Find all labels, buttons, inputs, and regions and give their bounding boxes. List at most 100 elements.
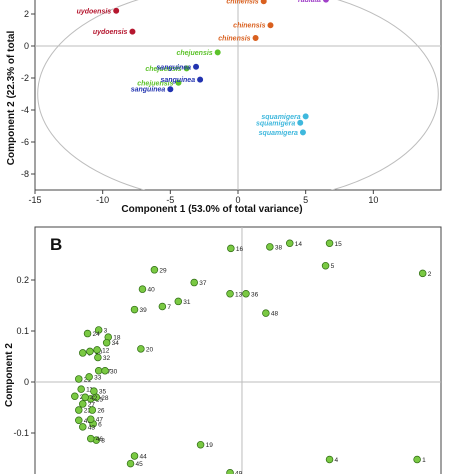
- sample-label: 36: [251, 291, 259, 298]
- point-label: squamigera: [256, 120, 295, 127]
- sample-label: 16: [236, 246, 244, 253]
- point-label: chejuensis: [137, 80, 173, 87]
- sample-point-13: 13: [226, 290, 243, 298]
- sample-marker: [413, 455, 421, 464]
- sample-marker: [130, 305, 139, 314]
- sample-point-15: 15: [325, 239, 343, 248]
- sample-marker: [262, 309, 270, 317]
- sample-marker: [83, 329, 92, 338]
- sample-label: 19: [206, 442, 214, 449]
- sample-label: 13: [235, 291, 243, 298]
- sample-label: 45: [136, 461, 144, 468]
- point-marker: [196, 75, 204, 84]
- sample-marker: [242, 290, 250, 298]
- sample-marker: [174, 297, 183, 306]
- sample-point-18: 18: [104, 333, 121, 342]
- sample-label: 25: [96, 396, 104, 403]
- sample-marker: [94, 353, 102, 362]
- sample-marker: [138, 285, 147, 293]
- point-marker: [166, 85, 174, 93]
- sample-marker: [88, 406, 97, 414]
- data-point-chejuensis: chejuensis: [177, 48, 222, 57]
- sample-point-32: 32: [94, 353, 111, 362]
- sample-point-1: 1: [413, 455, 426, 464]
- data-point-squamigera: squamigera: [256, 119, 304, 127]
- sample-label: 23: [84, 408, 92, 415]
- sample-label: 24: [93, 331, 101, 338]
- point-label: sanguinea: [156, 64, 191, 71]
- point-label: uydoensis: [77, 8, 112, 15]
- point-marker: [174, 79, 183, 87]
- sample-label: 15: [335, 241, 343, 248]
- point-marker: [128, 28, 137, 36]
- sample-marker: [102, 338, 111, 347]
- x-tick-label: -15: [28, 195, 41, 205]
- sample-marker: [196, 440, 205, 449]
- data-point-chejuensis: chejuensis: [137, 79, 183, 87]
- sample-point-24: 24: [83, 329, 101, 338]
- sample-marker: [137, 345, 145, 353]
- sample-label: 37: [199, 280, 207, 287]
- sample-point-7: 7: [158, 302, 171, 311]
- sample-label: 28: [101, 395, 109, 402]
- data-point-radiata: radiata: [298, 0, 330, 4]
- b-y-tick-label: 0: [24, 377, 29, 387]
- y-tick-label: -2: [21, 73, 29, 83]
- sample-label: 18: [113, 335, 121, 342]
- sample-point-35: 35: [90, 387, 107, 396]
- y-tick-label: 0: [24, 41, 29, 51]
- sample-point-27: 27: [79, 400, 95, 408]
- sample-marker: [77, 385, 85, 393]
- sample-marker: [79, 423, 87, 431]
- panel-b: B 0.20.10-0.1123456789101112131415161718…: [4, 226, 442, 474]
- panel-a-y-axis-label: Component 2 (22.3% of total: [6, 31, 17, 166]
- sample-marker: [93, 346, 101, 354]
- panel-b-plot-area: [34, 226, 442, 474]
- sample-marker: [81, 393, 89, 402]
- sample-point-5: 5: [321, 261, 335, 270]
- sample-point-29: 29: [150, 266, 167, 274]
- sample-label: 48: [271, 311, 279, 318]
- point-marker: [296, 119, 304, 127]
- sample-label: 26: [97, 408, 105, 415]
- sample-point-48: 48: [262, 309, 279, 318]
- point-marker: [182, 64, 191, 72]
- b-y-tick-label: 0.1: [16, 326, 29, 336]
- sample-marker: [86, 434, 95, 443]
- sample-marker: [94, 326, 103, 334]
- sample-point-20: 20: [137, 345, 153, 353]
- sample-marker: [325, 239, 334, 248]
- point-label: squamigera: [261, 114, 300, 121]
- point-label: uydoensis: [93, 29, 128, 36]
- sample-label: 11: [86, 387, 93, 394]
- sample-label: 32: [103, 355, 111, 362]
- sample-label: 20: [146, 346, 154, 353]
- data-point-squamigera: squamigera: [259, 128, 307, 137]
- sample-label: 7: [167, 304, 171, 311]
- sample-marker: [130, 452, 139, 460]
- sample-point-47: 47: [86, 415, 104, 424]
- sample-label: 38: [275, 244, 283, 251]
- sample-label: 47: [96, 417, 104, 424]
- sample-marker: [418, 269, 427, 278]
- sample-label: 29: [159, 267, 167, 274]
- sample-marker: [150, 266, 159, 274]
- sample-point-30: 30: [101, 367, 118, 375]
- panel-b-letter: B: [50, 235, 62, 254]
- sample-label: 12: [102, 347, 110, 354]
- point-marker: [192, 63, 200, 71]
- sample-label: 30: [110, 368, 118, 375]
- b-y-tick-label: 0.2: [16, 275, 29, 285]
- sample-point-16: 16: [227, 244, 244, 253]
- data-point-uydoensis: uydoensis: [93, 28, 137, 36]
- y-tick-label: 2: [24, 9, 29, 19]
- data-point-chinensis: chinensis: [226, 0, 268, 6]
- data-point-chinensis: chinensis: [218, 34, 260, 43]
- sample-point-37: 37: [190, 278, 207, 287]
- point-marker: [266, 21, 275, 29]
- panel-a-x-axis-label: Component 1 (53.0% of total variance): [121, 204, 302, 215]
- sample-marker: [75, 416, 83, 425]
- sample-marker: [75, 406, 83, 414]
- point-marker: [299, 128, 307, 136]
